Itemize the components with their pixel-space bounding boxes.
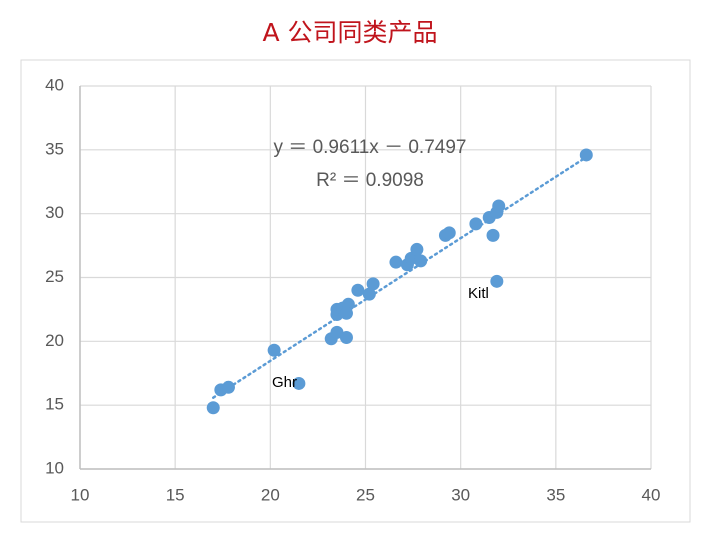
- annotation: Kitl: [468, 285, 489, 302]
- r-squared-label: R² ＝ 0.9098: [316, 170, 424, 191]
- scatter-point: [442, 226, 456, 240]
- scatter-point: [469, 217, 483, 231]
- y-tick-label: 15: [45, 395, 64, 414]
- y-tick-label: 30: [45, 203, 64, 222]
- scatter-point: [389, 255, 403, 269]
- x-tick-label: 15: [166, 485, 185, 504]
- scatter-point: [339, 331, 353, 345]
- scatter-point: [492, 199, 506, 213]
- scatter-point: [414, 254, 428, 268]
- x-tick-label: 35: [546, 485, 565, 504]
- scatter-point: [490, 274, 504, 288]
- y-tick-label: 20: [45, 331, 64, 350]
- scatter-point: [267, 343, 281, 357]
- trendline-equation: y ＝ 0.9611x － 0.7497: [274, 137, 467, 158]
- y-tick-label: 35: [45, 139, 64, 158]
- scatter-point: [410, 242, 424, 256]
- x-tick-label: 10: [71, 485, 90, 504]
- scatter-point: [339, 306, 353, 320]
- chart-title: A 公司同类产品: [262, 18, 437, 47]
- x-tick-label: 40: [642, 485, 661, 504]
- y-tick-label: 25: [45, 267, 64, 286]
- scatter-point: [486, 228, 500, 242]
- scatter-point: [330, 325, 344, 339]
- x-tick-label: 20: [261, 485, 280, 504]
- annotation: Ghr: [272, 374, 297, 391]
- trendline: [211, 155, 588, 399]
- scatter-point: [366, 277, 380, 291]
- scatter-point: [579, 148, 593, 162]
- chart-border: [20, 59, 691, 523]
- scatter-point: [221, 380, 235, 394]
- x-tick-label: 30: [451, 485, 470, 504]
- y-tick-label: 40: [45, 75, 64, 94]
- y-tick-label: 10: [45, 458, 64, 477]
- x-tick-label: 25: [356, 485, 375, 504]
- scatter-point: [292, 376, 306, 390]
- scatter-point: [206, 401, 220, 415]
- scatter-point: [351, 283, 365, 297]
- scatter-point: [362, 287, 376, 301]
